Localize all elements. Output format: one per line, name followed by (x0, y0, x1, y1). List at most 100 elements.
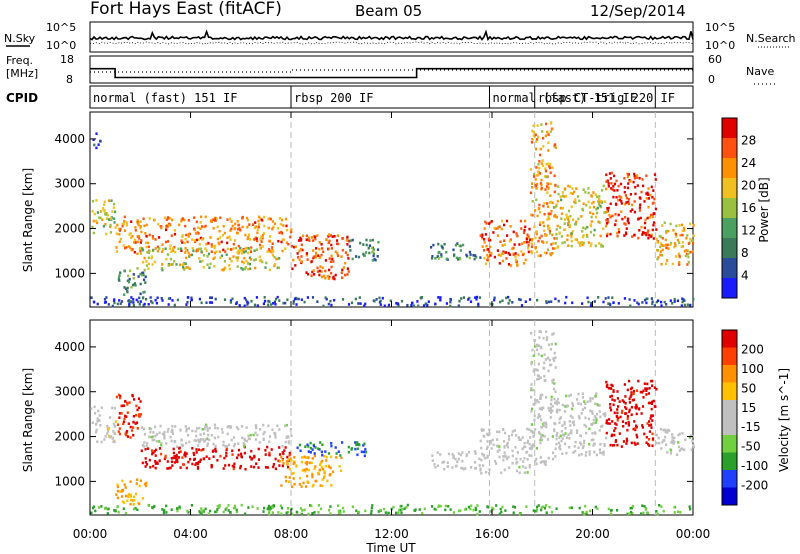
data-cell (395, 301, 398, 305)
data-cell (187, 433, 190, 437)
data-cell (493, 226, 496, 230)
data-cell (213, 256, 216, 259)
data-cell (598, 198, 601, 201)
data-cell (199, 433, 202, 436)
data-cell (184, 251, 187, 254)
data-cell (106, 213, 109, 217)
data-cell (139, 252, 143, 256)
data-cell (314, 446, 317, 449)
data-cell (603, 443, 606, 446)
data-cell (539, 432, 542, 436)
data-cell (180, 239, 183, 243)
data-cell (611, 296, 614, 299)
data-cell (542, 136, 545, 140)
data-cell (250, 449, 253, 453)
data-cell (158, 459, 161, 463)
data-cell (153, 218, 156, 222)
data-cell (568, 437, 571, 440)
data-cell (379, 508, 382, 512)
data-cell (196, 249, 199, 252)
data-cell (684, 438, 687, 442)
colorbar-tick-label: 100 (741, 362, 764, 376)
data-cell (206, 263, 209, 266)
data-cell (124, 399, 127, 403)
data-cell (241, 225, 244, 229)
data-cell (200, 507, 203, 510)
data-cell (595, 412, 599, 416)
data-cell (625, 227, 628, 230)
data-cell (657, 299, 660, 302)
data-cell (587, 187, 590, 190)
data-cell (489, 254, 492, 257)
data-cell (676, 510, 679, 513)
data-cell (622, 425, 625, 428)
data-cell (313, 454, 316, 458)
data-cell (670, 241, 673, 245)
data-cell (123, 220, 126, 223)
data-cell (298, 443, 302, 447)
data-cell (331, 235, 334, 238)
data-cell (638, 206, 641, 209)
data-cell (112, 430, 115, 433)
data-cell (640, 190, 643, 194)
data-cell (609, 177, 612, 180)
data-cell (176, 458, 179, 462)
data-cell (199, 260, 202, 263)
data-cell (256, 507, 259, 510)
data-cell (484, 220, 487, 224)
data-cell (526, 439, 530, 443)
data-cell (580, 215, 583, 218)
data-cell (206, 429, 209, 432)
data-cell (190, 253, 194, 257)
data-cell (185, 429, 188, 433)
data-cell (310, 236, 314, 239)
data-cell (657, 256, 660, 259)
data-cell (156, 249, 159, 253)
data-cell (655, 510, 658, 513)
data-cell (691, 239, 694, 242)
colorbar-swatch (722, 470, 737, 488)
data-cell (356, 453, 359, 457)
data-cell (524, 219, 527, 223)
data-cell (122, 404, 126, 407)
data-cell (553, 190, 556, 194)
data-cell (151, 235, 154, 238)
data-cell (565, 436, 569, 439)
data-cell (346, 235, 349, 239)
data-cell (293, 482, 296, 486)
data-cell (249, 267, 252, 271)
data-cell (307, 512, 310, 516)
data-cell (508, 299, 511, 302)
data-cell (347, 303, 351, 306)
data-cell (290, 230, 293, 234)
data-cell (539, 182, 542, 185)
data-cell (128, 401, 131, 404)
data-cell (480, 235, 484, 238)
data-cell (478, 296, 481, 299)
data-cell (113, 509, 116, 512)
data-cell (311, 448, 314, 451)
data-cell (160, 443, 163, 447)
cpid-segment-label: rbsp 200 IF (294, 91, 373, 105)
data-cell (563, 434, 566, 437)
data-cell (245, 298, 248, 302)
data-cell (247, 434, 250, 438)
data-cell (357, 255, 361, 259)
data-cell (235, 426, 239, 429)
data-cell (538, 160, 541, 163)
data-cell (609, 202, 612, 206)
data-cell (457, 258, 460, 261)
data-cell (561, 437, 564, 440)
data-cell (322, 304, 325, 308)
data-cell (364, 450, 368, 454)
data-cell (132, 420, 135, 424)
data-cell (199, 236, 202, 240)
data-cell (504, 431, 507, 435)
nave-label: Nave (746, 65, 774, 78)
data-cell (599, 442, 602, 446)
data-cell (192, 249, 195, 253)
data-cell (589, 244, 592, 248)
data-cell (550, 510, 554, 514)
data-cell (100, 406, 103, 409)
data-cell (671, 262, 674, 266)
